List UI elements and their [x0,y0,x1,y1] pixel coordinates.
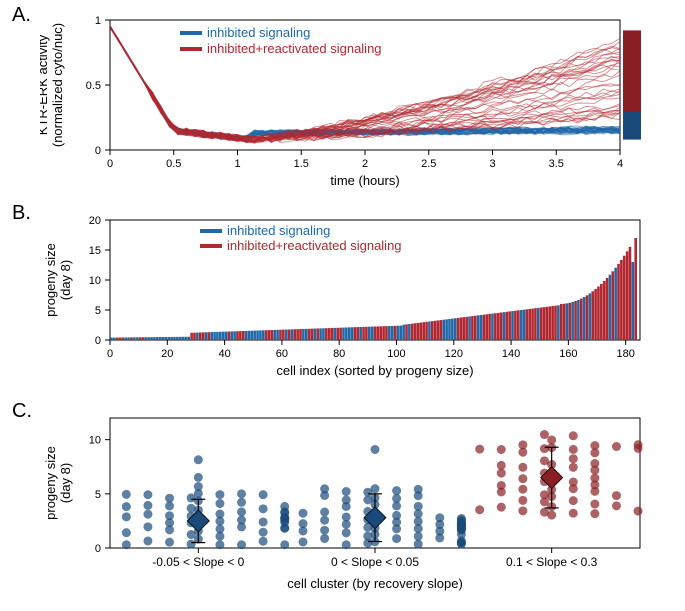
svg-text:0.5: 0.5 [166,158,181,170]
svg-text:2: 2 [362,158,368,170]
svg-text:(day 8): (day 8) [58,260,73,300]
svg-text:time (hours): time (hours) [330,173,399,188]
legend-label: inhibited signaling [227,223,330,238]
svg-text:180: 180 [616,348,634,360]
svg-text:3: 3 [489,158,495,170]
svg-text:cell cluster (by recovery slop: cell cluster (by recovery slope) [287,576,463,591]
legend-label: inhibited+reactivated signaling [227,238,402,253]
svg-text:0.1 < Slope < 0.3: 0.1 < Slope < 0.3 [506,555,598,569]
svg-text:20: 20 [89,215,101,227]
svg-text:0: 0 [107,348,113,360]
panel-c-chart: 0 5 10 -0.05 < Slope < 0 0 < Slope < 0.05 0.1… [40,408,680,603]
svg-text:0.5: 0.5 [86,80,101,92]
svg-text:cell index (sorted by progeny: cell index (sorted by progeny size) [276,363,473,378]
legend-label: inhibited+reactivated signaling [207,41,382,56]
svg-text:0 < Slope < 0.05: 0 < Slope < 0.05 [331,555,419,569]
svg-text:0: 0 [95,335,101,347]
svg-text:10: 10 [89,435,101,447]
svg-text:10: 10 [89,275,101,287]
panel-c-label: C. [12,400,32,423]
svg-text:1: 1 [95,15,101,27]
svg-text:120: 120 [445,348,463,360]
svg-text:2.5: 2.5 [421,158,436,170]
svg-text:-0.05 < Slope < 0: -0.05 < Slope < 0 [152,555,244,569]
svg-text:progeny size: progeny size [43,446,58,520]
svg-text:15: 15 [89,245,101,257]
svg-text:60: 60 [276,348,288,360]
svg-text:(normalized cyto/nuc): (normalized cyto/nuc) [50,23,65,147]
svg-text:100: 100 [387,348,405,360]
svg-text:80: 80 [333,348,345,360]
svg-text:1.5: 1.5 [294,158,309,170]
svg-text:5: 5 [95,305,101,317]
svg-text:160: 160 [559,348,577,360]
svg-text:0: 0 [95,543,101,555]
legend-label: inhibited signaling [207,25,310,40]
svg-text:5: 5 [95,489,101,501]
svg-text:progeny size: progeny size [43,243,58,317]
panel-a-chart: 0 0.5 1 1.5 2 2.5 3 3.5 4 0 0.5 1 time (hours) KTR-ER… [40,10,680,200]
svg-text:20: 20 [161,348,173,360]
panel-b-label: B. [12,202,31,225]
svg-text:40: 40 [218,348,230,360]
panel-a-label: A. [12,4,31,27]
svg-text:3.5: 3.5 [549,158,564,170]
svg-text:4: 4 [617,158,623,170]
svg-text:(day 8): (day 8) [58,463,73,503]
svg-text:1: 1 [234,158,240,170]
panel-b-chart: 0 20 40 60 80 100 120 140 160 180 0 5 10 15 20 cell ind… [40,210,680,400]
svg-text:KTR-ERK activity: KTR-ERK activity [40,34,50,135]
svg-text:0: 0 [107,158,113,170]
svg-text:0: 0 [95,145,101,157]
svg-text:140: 140 [502,348,520,360]
